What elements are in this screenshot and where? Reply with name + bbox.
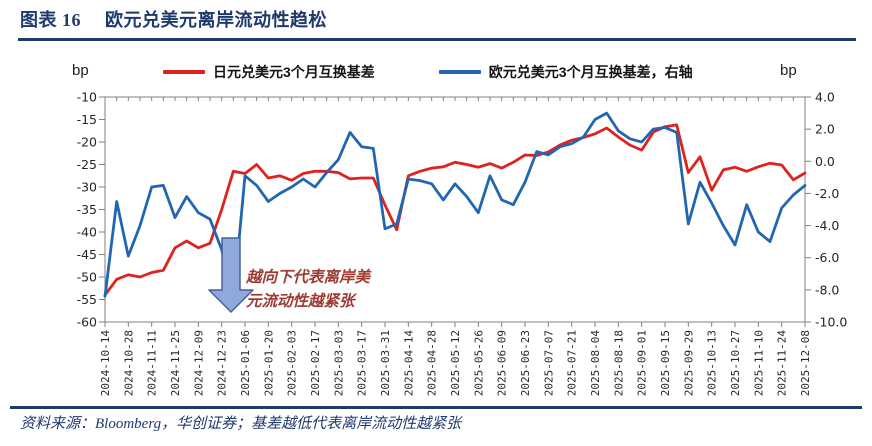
legend-label-eur: 欧元兑美元3个月互换基差，右轴 (488, 64, 693, 80)
x-tick-label: 2025-03-31 (379, 330, 392, 396)
x-tick-label: 2025-07-21 (566, 330, 579, 396)
right-tick-label: 4.0 (815, 90, 835, 105)
liquidity-chart: -10 -15 -20 -25 -30 -35 -40 -45 -50 -55 -60 4.0 2.0 0… (77, 90, 848, 397)
right-tick-label: -6.0 (815, 250, 839, 265)
x-tick-label: 2024-11-25 (169, 330, 182, 396)
left-tick-label: -10 (77, 90, 97, 105)
blue-line-swatch (438, 70, 481, 74)
source-note: 资料来源：Bloomberg，华创证券；基差越低代表离岸流动性越紧张 (20, 416, 462, 432)
x-tick-label: 2024-10-28 (122, 330, 135, 396)
x-tick-label: 2025-08-18 (612, 330, 625, 396)
x-tick-label: 2025-09-15 (659, 330, 672, 396)
annotation-line1: 越向下代表离岸美 (245, 268, 373, 286)
x-tick-label: 2025-04-28 (426, 330, 439, 396)
x-tick-label: 2025-04-14 (402, 330, 415, 397)
x-tick-label: 2025-09-01 (636, 330, 649, 396)
x-tick-label: 2025-11-10 (752, 330, 765, 396)
top-divider (18, 38, 856, 41)
left-axis-unit: bp (72, 62, 89, 79)
plot-border (104, 96, 806, 323)
x-tick-label: 2024-10-14 (99, 330, 112, 397)
x-tick-label: 2025-02-17 (309, 330, 322, 396)
eur-basis-line (103, 111, 807, 303)
x-tick-label: 2025-08-04 (589, 330, 602, 397)
right-tick-label: 2.0 (815, 122, 835, 137)
x-tick-label: 2025-10-13 (706, 330, 719, 396)
x-tick-label: 2025-01-20 (262, 330, 275, 396)
right-tick-label: -8.0 (815, 282, 839, 297)
figure-title-text: 欧元兑美元离岸流动性趋松 (105, 10, 327, 30)
chart-legend: 日元兑美元3个月互换基差 欧元兑美元3个月互换基差，右轴 (163, 62, 693, 82)
x-tick-label: 2024-12-23 (216, 330, 229, 396)
x-tick-label: 2025-03-03 (332, 330, 345, 396)
x-tick-label: 2025-12-08 (799, 330, 812, 396)
right-tick-label: -2.0 (815, 186, 839, 201)
x-tick-label: 2025-03-17 (356, 330, 369, 396)
x-tick-label: 2025-11-24 (776, 330, 789, 397)
left-tick-label: -35 (77, 202, 97, 217)
left-tick-label: -45 (77, 247, 97, 262)
legend-item-jpy: 日元兑美元3个月互换基差 (163, 62, 375, 82)
x-tick-label: 2024-11-11 (146, 330, 159, 396)
x-tick-label: 2024-12-09 (192, 330, 205, 396)
left-tick-label: -30 (77, 180, 97, 195)
x-tick-label: 2025-09-29 (682, 330, 695, 396)
down-arrow-icon (208, 237, 254, 313)
page-title: 图表 16 欧元兑美元离岸流动性趋松 (20, 6, 327, 32)
bottom-divider (10, 406, 862, 409)
x-tick-label: 2025-07-07 (542, 330, 555, 396)
right-tick-label: -10.0 (815, 315, 847, 330)
left-tick-label: -20 (77, 135, 97, 150)
right-tick-label: 0.0 (815, 154, 835, 169)
left-tick-label: -50 (77, 270, 97, 285)
legend-item-eur: 欧元兑美元3个月互换基差，右轴 (438, 62, 693, 82)
x-tick-label: 2025-01-06 (239, 330, 252, 396)
left-tick-label: -15 (77, 112, 97, 127)
legend-label-jpy: 日元兑美元3个月互换基差 (213, 64, 375, 80)
left-tick-label: -55 (77, 292, 97, 307)
x-tick-label: 2025-05-26 (472, 330, 485, 396)
left-tick-label: -25 (77, 157, 97, 172)
figure-label: 图表 16 (20, 10, 81, 30)
right-tick-label: -4.0 (815, 218, 839, 233)
x-tick-label: 2025-02-03 (286, 330, 299, 396)
x-tick-label: 2025-10-27 (729, 330, 742, 396)
left-tick-label: -60 (77, 315, 97, 330)
annotation-line2: 元流动性越紧张 (246, 292, 357, 310)
red-line-swatch (163, 70, 205, 74)
left-tick-label: -40 (77, 225, 97, 240)
x-tick-label: 2025-06-09 (496, 330, 509, 396)
right-axis-unit: bp (780, 62, 797, 79)
x-tick-label: 2025-05-12 (449, 330, 462, 396)
jpy-basis-line (103, 123, 807, 297)
x-tick-label: 2025-06-23 (519, 330, 532, 396)
